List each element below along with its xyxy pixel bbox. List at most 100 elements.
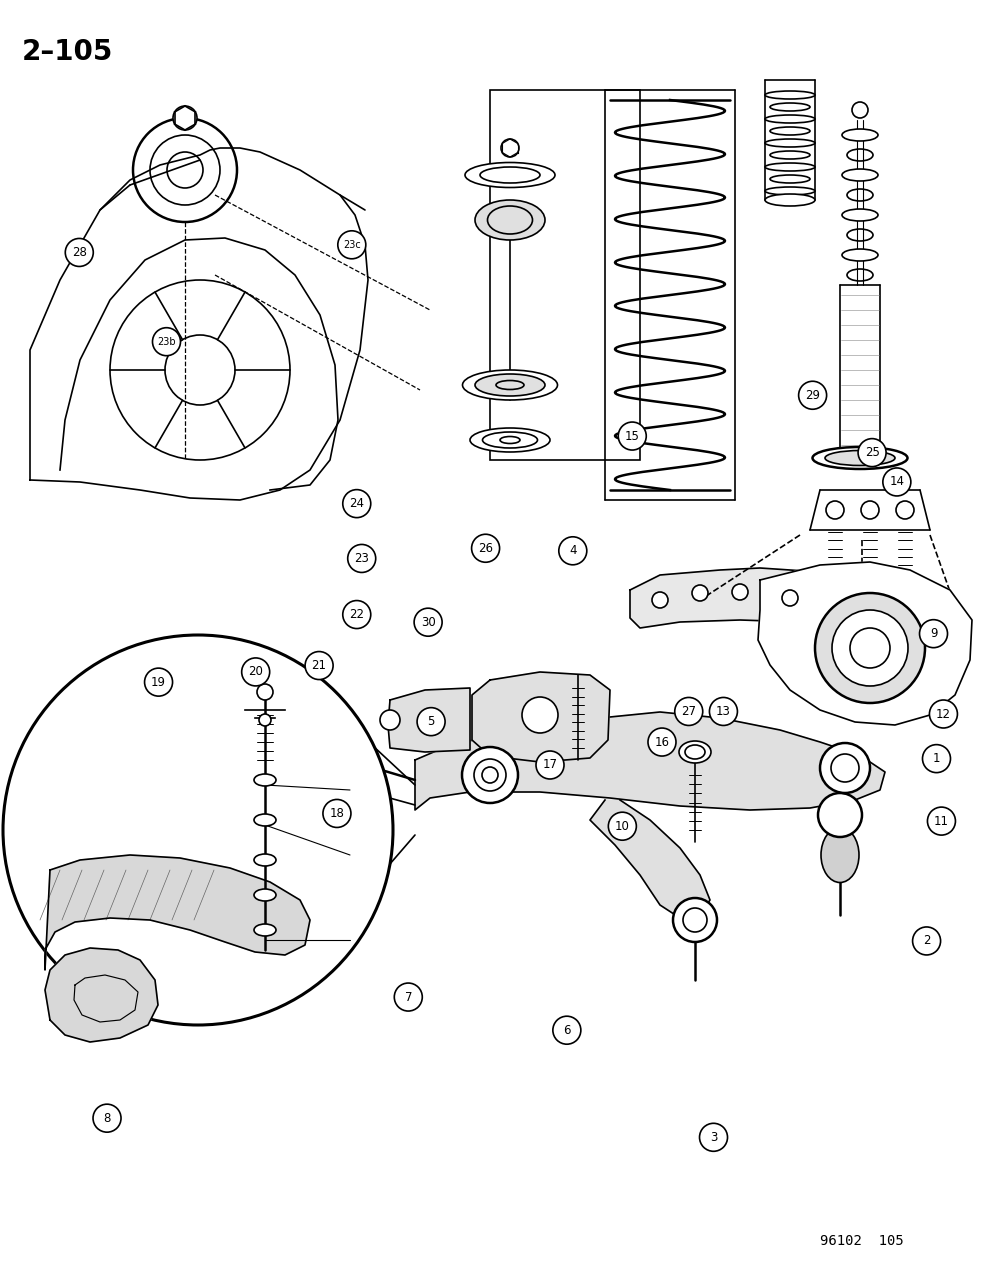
Circle shape bbox=[501, 139, 519, 157]
Ellipse shape bbox=[254, 889, 276, 901]
Circle shape bbox=[93, 1104, 121, 1132]
Text: 8: 8 bbox=[103, 1112, 111, 1125]
Text: 20: 20 bbox=[248, 666, 264, 678]
Text: 2–105: 2–105 bbox=[22, 38, 113, 66]
Ellipse shape bbox=[254, 813, 276, 826]
Circle shape bbox=[522, 697, 558, 733]
Text: 30: 30 bbox=[421, 616, 435, 629]
Text: 1: 1 bbox=[933, 752, 940, 765]
Ellipse shape bbox=[475, 200, 545, 240]
Circle shape bbox=[343, 490, 371, 518]
Text: 7: 7 bbox=[404, 991, 412, 1003]
Circle shape bbox=[472, 534, 499, 562]
Ellipse shape bbox=[765, 194, 815, 207]
Ellipse shape bbox=[842, 209, 878, 221]
Circle shape bbox=[305, 652, 333, 680]
Circle shape bbox=[896, 501, 914, 519]
Polygon shape bbox=[630, 567, 900, 629]
Text: 14: 14 bbox=[889, 476, 905, 488]
Text: 23c: 23c bbox=[343, 240, 361, 250]
Ellipse shape bbox=[480, 167, 540, 184]
Circle shape bbox=[618, 422, 646, 450]
Circle shape bbox=[782, 590, 798, 606]
Circle shape bbox=[3, 635, 393, 1025]
Ellipse shape bbox=[254, 774, 276, 785]
Text: 9: 9 bbox=[930, 627, 937, 640]
Circle shape bbox=[394, 983, 422, 1011]
Polygon shape bbox=[758, 562, 972, 725]
Text: 13: 13 bbox=[716, 705, 731, 718]
Text: 24: 24 bbox=[349, 497, 365, 510]
Polygon shape bbox=[590, 799, 710, 918]
Text: 27: 27 bbox=[681, 705, 697, 718]
Text: 22: 22 bbox=[349, 608, 365, 621]
Circle shape bbox=[173, 106, 197, 130]
Circle shape bbox=[675, 697, 703, 725]
Polygon shape bbox=[45, 949, 158, 1042]
Circle shape bbox=[323, 799, 351, 827]
Circle shape bbox=[348, 544, 376, 572]
Circle shape bbox=[338, 231, 366, 259]
Circle shape bbox=[692, 585, 708, 601]
Text: 28: 28 bbox=[71, 246, 87, 259]
Bar bbox=[490, 91, 640, 460]
Circle shape bbox=[858, 439, 886, 467]
Circle shape bbox=[818, 793, 862, 836]
Text: 29: 29 bbox=[805, 389, 821, 402]
Text: 18: 18 bbox=[329, 807, 345, 820]
Circle shape bbox=[559, 537, 587, 565]
Circle shape bbox=[928, 807, 955, 835]
Text: 23b: 23b bbox=[158, 337, 175, 347]
Circle shape bbox=[257, 683, 273, 700]
Ellipse shape bbox=[679, 741, 711, 762]
Circle shape bbox=[832, 609, 908, 686]
Circle shape bbox=[852, 102, 868, 119]
Polygon shape bbox=[388, 688, 470, 752]
Circle shape bbox=[145, 668, 172, 696]
Ellipse shape bbox=[842, 129, 878, 142]
Text: 26: 26 bbox=[478, 542, 494, 555]
Circle shape bbox=[242, 658, 270, 686]
Circle shape bbox=[710, 697, 737, 725]
Circle shape bbox=[259, 714, 271, 725]
Text: 6: 6 bbox=[563, 1024, 571, 1037]
Ellipse shape bbox=[842, 170, 878, 181]
Circle shape bbox=[343, 601, 371, 629]
Circle shape bbox=[883, 468, 911, 496]
Text: 96102  105: 96102 105 bbox=[820, 1234, 904, 1248]
Ellipse shape bbox=[465, 162, 555, 187]
Circle shape bbox=[913, 927, 940, 955]
Circle shape bbox=[930, 700, 957, 728]
Circle shape bbox=[923, 745, 950, 773]
Text: 19: 19 bbox=[151, 676, 166, 688]
Circle shape bbox=[815, 593, 925, 703]
Circle shape bbox=[861, 501, 879, 519]
Ellipse shape bbox=[813, 448, 908, 469]
Text: 15: 15 bbox=[624, 430, 640, 442]
Circle shape bbox=[826, 501, 844, 519]
Text: 12: 12 bbox=[936, 708, 951, 720]
Ellipse shape bbox=[254, 854, 276, 866]
Circle shape bbox=[380, 710, 400, 731]
Circle shape bbox=[799, 381, 826, 409]
Ellipse shape bbox=[254, 924, 276, 936]
Text: 5: 5 bbox=[427, 715, 435, 728]
Circle shape bbox=[153, 328, 180, 356]
Text: 23: 23 bbox=[354, 552, 370, 565]
Circle shape bbox=[673, 898, 717, 942]
Text: 2: 2 bbox=[923, 935, 931, 947]
Text: 3: 3 bbox=[710, 1131, 717, 1144]
Polygon shape bbox=[45, 856, 310, 970]
Circle shape bbox=[462, 747, 518, 803]
Circle shape bbox=[65, 238, 93, 266]
Circle shape bbox=[700, 1123, 727, 1151]
Ellipse shape bbox=[470, 428, 550, 453]
Circle shape bbox=[652, 592, 668, 608]
Ellipse shape bbox=[475, 374, 545, 397]
Text: 25: 25 bbox=[864, 446, 880, 459]
Text: 17: 17 bbox=[542, 759, 558, 771]
Circle shape bbox=[608, 812, 636, 840]
Circle shape bbox=[414, 608, 442, 636]
Circle shape bbox=[732, 584, 748, 601]
Circle shape bbox=[920, 620, 947, 648]
